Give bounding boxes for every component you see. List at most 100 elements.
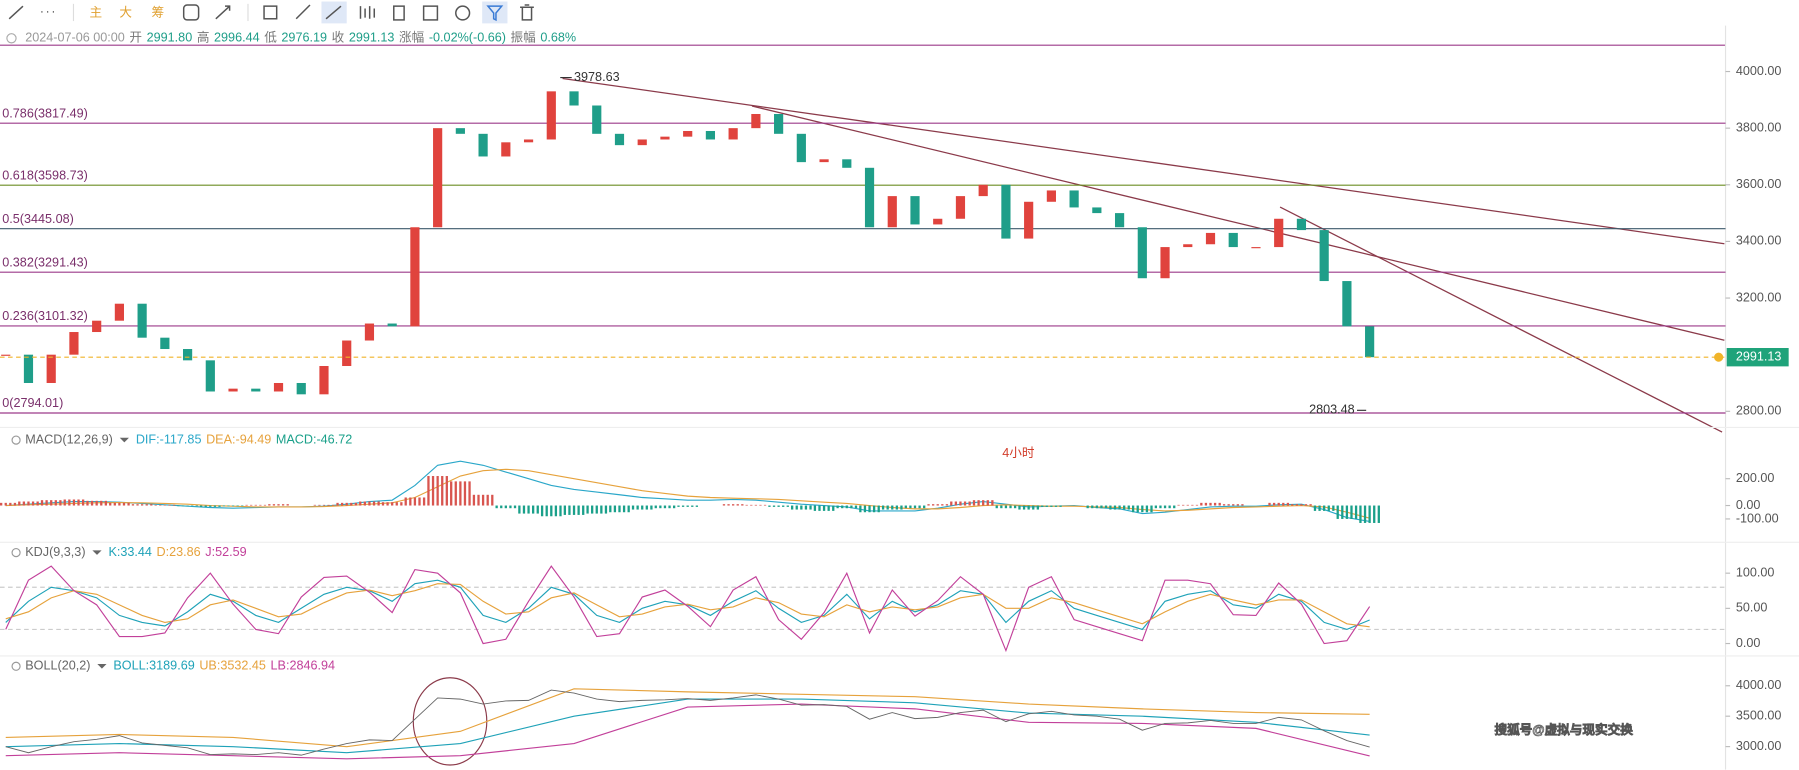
big-button[interactable]: 大	[119, 5, 132, 19]
info-label: 高	[197, 30, 210, 45]
info-label: 开	[129, 31, 142, 45]
candle	[69, 332, 79, 355]
candle	[637, 139, 647, 146]
candle	[1342, 281, 1352, 327]
legend-entry: BOLL:3189.69	[113, 659, 194, 673]
candle	[410, 227, 420, 327]
candle	[364, 323, 375, 341]
legend-entry: K:33.44	[108, 545, 151, 559]
candle	[23, 354, 34, 383]
candle	[273, 382, 284, 392]
tool-icon[interactable]	[182, 4, 200, 21]
legend-entry: LB:2846.94	[271, 659, 336, 673]
candle	[1046, 190, 1056, 202]
candle	[1205, 232, 1216, 245]
candle	[819, 159, 829, 163]
candle	[864, 167, 875, 228]
fib-label: 0(2794.01)	[2, 396, 63, 410]
indicator-line	[5, 698, 1370, 754]
y-tick-label: 3800.00	[1736, 120, 1782, 134]
last-price-label: 2991.13	[1736, 350, 1782, 364]
candle	[296, 382, 306, 395]
candle	[569, 91, 579, 106]
legend-entry: UB:3532.45	[199, 659, 266, 673]
candle	[342, 340, 352, 367]
candle	[683, 130, 693, 137]
candle	[1365, 326, 1375, 358]
tool-icon[interactable]	[455, 5, 471, 21]
candle	[1024, 201, 1034, 239]
trend-line	[751, 105, 1725, 341]
chips-button[interactable]: 筹	[152, 4, 165, 19]
line-tool[interactable]	[8, 5, 24, 20]
indicator-line	[5, 468, 1370, 519]
indicator-line	[5, 688, 1370, 748]
tool-icon[interactable]	[359, 6, 376, 19]
info-date: 2024-07-06 00:00	[25, 31, 125, 45]
candle	[1183, 244, 1193, 248]
tool-icon[interactable]	[393, 5, 405, 21]
candle	[933, 218, 943, 225]
info-value: -0.02%(-0.66)	[429, 31, 506, 45]
indicator-line	[5, 565, 1371, 653]
info-icon	[6, 33, 17, 44]
info-value: 2996.44	[214, 31, 260, 45]
panel-icon	[11, 435, 21, 445]
candle	[978, 184, 988, 197]
indicator-line	[5, 460, 1370, 522]
trend-line	[562, 77, 1725, 245]
trend-line	[1279, 206, 1723, 433]
candle	[501, 142, 511, 157]
y-tick-label: 3200.00	[1736, 290, 1782, 304]
candle	[592, 105, 602, 134]
high-label: 3978.63	[574, 70, 620, 84]
last-price-badge	[1726, 348, 1789, 367]
dropdown	[97, 663, 107, 669]
y-tick-label: 3500.00	[1736, 709, 1782, 723]
filter-tool[interactable]	[486, 5, 504, 22]
candle	[1092, 207, 1102, 214]
low-label: 2803.48	[1309, 403, 1355, 417]
candle	[660, 136, 670, 140]
fib-label: 0.5(3445.08)	[2, 212, 74, 226]
candle	[1228, 232, 1238, 248]
y-tick-label: 3000.00	[1736, 739, 1782, 753]
tool-icon[interactable]	[325, 5, 342, 20]
tool-icon[interactable]	[215, 5, 231, 20]
price-line	[5, 689, 1370, 756]
candle	[1114, 213, 1125, 228]
panel-icon	[11, 548, 21, 558]
dropdown	[119, 437, 129, 443]
candle	[319, 366, 329, 395]
candle	[1251, 247, 1261, 249]
panel-icon	[11, 661, 21, 671]
candle	[1, 354, 11, 356]
candle	[114, 303, 124, 321]
main-button[interactable]: 主	[90, 5, 103, 19]
info-value: 2991.80	[147, 31, 193, 45]
candle	[182, 349, 193, 361]
legend-entry: MACD:-46.72	[276, 432, 352, 446]
candle	[774, 113, 784, 134]
y-tick-label: 50.00	[1736, 601, 1768, 615]
tool-icon[interactable]	[263, 5, 278, 20]
tool-icon[interactable]	[422, 5, 439, 21]
indicator-title: KDJ(9,3,3)	[25, 545, 85, 559]
legend-entry: DEA:-94.49	[206, 432, 271, 446]
indicator-title: MACD(12,26,9)	[25, 432, 113, 446]
y-tick-label: 2800.00	[1736, 404, 1782, 418]
candle	[796, 133, 806, 163]
y-tick-label: 3600.00	[1736, 177, 1782, 191]
candle	[1296, 218, 1307, 231]
legend-entry: D:23.86	[157, 545, 201, 559]
y-tick-label: 0.00	[1736, 636, 1761, 650]
delete-tool[interactable]	[520, 4, 534, 21]
tool-icon[interactable]	[295, 4, 311, 20]
highlight-circle	[412, 677, 488, 766]
candle	[205, 360, 215, 392]
candle	[887, 196, 897, 228]
trend-lines	[562, 77, 1725, 433]
last-price-dot	[1714, 352, 1724, 362]
y-tick-label: 4000.00	[1736, 64, 1782, 78]
